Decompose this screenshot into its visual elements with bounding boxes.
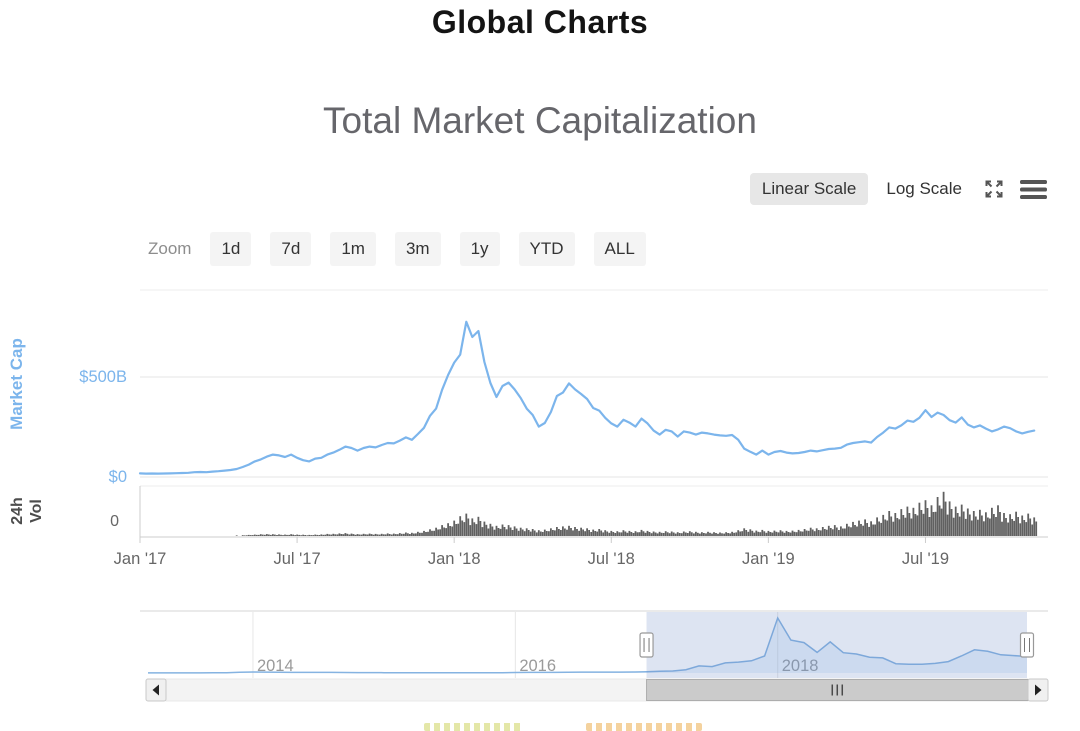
zoom-button-3m[interactable]: 3m (394, 232, 441, 266)
market-cap-axis-title: Market Cap (7, 338, 26, 430)
x-tick-label: Jul '19 (902, 550, 949, 568)
navigator: 2014 2016 2018 (140, 610, 1048, 678)
fullscreen-icon[interactable] (983, 178, 1005, 200)
navigator-line (148, 616, 1028, 674)
volume-tick-label: 0 (110, 513, 119, 530)
x-tick-label: Jan '19 (742, 550, 795, 568)
market-cap-tick-label: $500B (79, 368, 127, 386)
scale-button-log-scale[interactable]: Log Scale (880, 173, 968, 205)
market-cap-tick-label: $0 (109, 468, 127, 486)
zoom-button-ytd[interactable]: YTD (518, 232, 575, 266)
x-tick-label: Jul '17 (273, 550, 320, 568)
volume-axis-title: 24h (9, 497, 26, 525)
x-axis: Jan '17 Jul '17 Jan '18 Jul '18 Jan '19 Jul '… (114, 537, 949, 568)
x-tick-label: Jul '18 (588, 550, 635, 568)
zoom-range-label: Zoom (148, 239, 192, 258)
navigator-area (148, 618, 1027, 673)
scrollbar-right-arrow[interactable] (1027, 678, 1049, 702)
volume-series[interactable] (235, 491, 1038, 536)
legend-cutoff-right[interactable] (586, 723, 702, 731)
navigator-handle-right[interactable] (1019, 632, 1035, 658)
volume-axis-title: Vol (28, 499, 45, 523)
gridlines (139, 289, 1048, 538)
scrollbar (145, 678, 1049, 702)
zoom-button-all[interactable]: ALL (593, 232, 646, 266)
zoom-button-1m[interactable]: 1m (330, 232, 376, 266)
zoom-bar: Zoom 1d 7d 1m 3m 1y YTD ALL (148, 232, 646, 266)
scale-buttons: Linear Scale Log Scale (749, 173, 968, 205)
navigator-year-label: 2016 (519, 657, 556, 675)
market-cap-axis: $500B $0 Market Cap (7, 338, 127, 486)
chart-title: Total Market Capitalization (323, 100, 757, 141)
scale-button-linear-scale[interactable]: Linear Scale (749, 173, 869, 205)
hamburger-menu-icon[interactable] (1020, 179, 1047, 199)
zoom-button-1d[interactable]: 1d (210, 232, 252, 266)
navigator-year-label: 2018 (782, 657, 819, 675)
volume-axis: 0 24h Vol (9, 497, 119, 530)
zoom-button-1y[interactable]: 1y (459, 232, 500, 266)
navigator-year-label: 2014 (257, 657, 294, 675)
x-tick-label: Jan '17 (114, 550, 167, 568)
x-tick-label: Jan '18 (428, 550, 481, 568)
market-cap-line[interactable] (138, 320, 1036, 475)
scale-toggle: Linear Scale Log Scale (749, 170, 1047, 208)
zoom-buttons: 1d 7d 1m 3m 1y YTD ALL (210, 232, 646, 266)
zoom-button-7d[interactable]: 7d (270, 232, 312, 266)
navigator-selected-range[interactable] (646, 612, 1027, 678)
page-title: Global Charts (431, 4, 649, 40)
legend-cutoff-left[interactable] (424, 723, 524, 731)
navigator-handle-left[interactable] (639, 632, 654, 658)
scrollbar-left-arrow[interactable] (145, 678, 167, 702)
